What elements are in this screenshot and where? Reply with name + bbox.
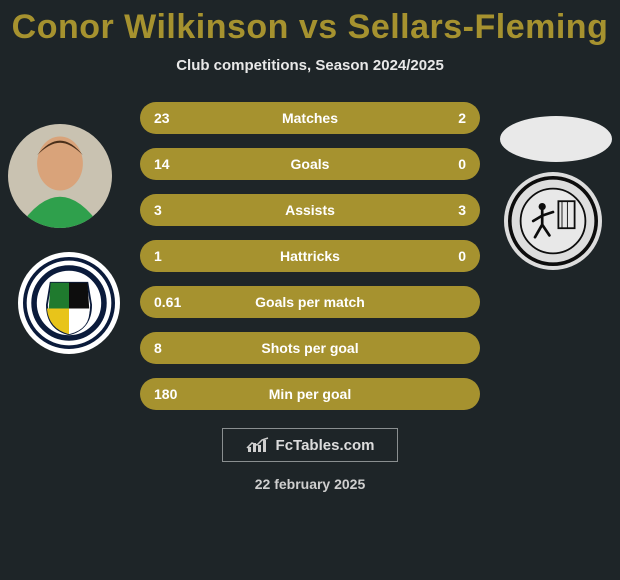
stat-label: Shots per goal bbox=[261, 340, 358, 356]
page-title: Conor Wilkinson vs Sellars-Fleming bbox=[0, 0, 620, 47]
date-text: 22 february 2025 bbox=[0, 476, 620, 492]
stat-label: Goals per match bbox=[255, 294, 365, 310]
stat-label: Goals bbox=[291, 156, 330, 172]
subtitle: Club competitions, Season 2024/2025 bbox=[0, 57, 620, 74]
player-right-placeholder bbox=[500, 116, 612, 162]
stat-right-value: 0 bbox=[458, 156, 466, 172]
stat-label: Assists bbox=[285, 202, 335, 218]
chart-icon bbox=[246, 437, 270, 453]
stat-row: 14 Goals 0 bbox=[140, 148, 480, 180]
club-left-crest-svg bbox=[23, 257, 115, 349]
club-right-crest-svg bbox=[508, 176, 598, 266]
player-left-photo bbox=[8, 124, 112, 228]
stat-row: 8 Shots per goal bbox=[140, 332, 480, 364]
branding-text: FcTables.com bbox=[276, 437, 375, 454]
stat-right-value: 2 bbox=[458, 110, 466, 126]
club-left-crest bbox=[18, 252, 120, 354]
stat-row: 3 Assists 3 bbox=[140, 194, 480, 226]
stat-left-value: 1 bbox=[154, 248, 162, 264]
stat-label: Hattricks bbox=[280, 248, 340, 264]
stat-left-value: 3 bbox=[154, 202, 162, 218]
stat-row: 23 Matches 2 bbox=[140, 102, 480, 134]
stats-container: 23 Matches 2 14 Goals 0 3 Assists 3 1 Ha… bbox=[140, 102, 480, 410]
stat-left-value: 23 bbox=[154, 110, 170, 126]
stat-row: 180 Min per goal bbox=[140, 378, 480, 410]
club-right-crest bbox=[504, 172, 602, 270]
stat-row: 1 Hattricks 0 bbox=[140, 240, 480, 272]
stat-right-value: 0 bbox=[458, 248, 466, 264]
stat-row: 0.61 Goals per match bbox=[140, 286, 480, 318]
stat-left-value: 8 bbox=[154, 340, 162, 356]
stat-left-value: 180 bbox=[154, 386, 177, 402]
branding-box[interactable]: FcTables.com bbox=[222, 428, 398, 462]
stat-label: Matches bbox=[282, 110, 338, 126]
stat-label: Min per goal bbox=[269, 386, 351, 402]
player-photo-svg bbox=[8, 124, 112, 228]
stat-right-value: 3 bbox=[458, 202, 466, 218]
stat-left-value: 0.61 bbox=[154, 294, 181, 310]
stat-left-value: 14 bbox=[154, 156, 170, 172]
